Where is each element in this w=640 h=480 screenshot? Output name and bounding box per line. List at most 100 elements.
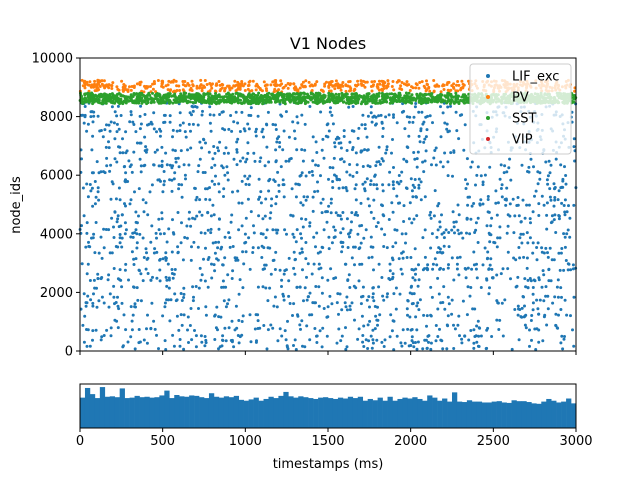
spike-point	[85, 129, 89, 133]
spike-point	[159, 96, 163, 100]
spike-point	[546, 255, 550, 259]
spike-point	[521, 198, 525, 202]
legend-marker	[486, 74, 490, 78]
spike-point	[481, 263, 485, 267]
spike-point	[314, 301, 317, 305]
spike-point	[162, 183, 166, 187]
spike-point	[93, 251, 97, 255]
spike-point	[217, 347, 220, 351]
spike-point	[474, 228, 478, 232]
spike-point	[217, 93, 221, 97]
spike-point	[466, 285, 470, 289]
spike-point	[82, 214, 86, 218]
spike-point	[359, 201, 363, 205]
spike-point	[80, 157, 83, 161]
spike-point	[178, 123, 182, 127]
spike-point	[226, 151, 230, 155]
spike-point	[292, 100, 296, 104]
spike-point	[134, 220, 138, 224]
spike-point	[370, 346, 374, 350]
spike-point	[559, 186, 563, 190]
spike-point	[208, 82, 212, 85]
spike-point	[374, 95, 378, 99]
histogram-bar	[486, 402, 492, 428]
spike-point	[446, 99, 450, 103]
spike-point	[221, 334, 225, 338]
spike-point	[372, 183, 376, 187]
spike-point	[345, 149, 349, 152]
spike-point	[354, 211, 358, 214]
histogram-bar	[169, 398, 175, 428]
spike-point	[300, 113, 304, 117]
spike-point	[429, 313, 433, 317]
spike-point	[90, 83, 94, 87]
spike-point	[171, 231, 175, 235]
spike-point	[299, 232, 303, 236]
spike-point	[167, 98, 171, 102]
spike-point	[392, 187, 396, 191]
spike-point	[109, 197, 113, 201]
spike-point	[82, 121, 86, 125]
spike-point	[490, 267, 494, 271]
spike-point	[162, 113, 166, 117]
legend-label: VIP	[512, 133, 533, 148]
spike-point	[366, 197, 370, 201]
spike-point	[336, 292, 340, 296]
spike-point	[486, 198, 490, 201]
spike-point	[549, 198, 553, 202]
spike-point	[218, 140, 222, 144]
spike-point	[135, 246, 139, 250]
spike-point	[393, 92, 397, 96]
spike-point	[214, 94, 218, 98]
spike-point	[504, 203, 508, 207]
spike-point	[227, 84, 230, 88]
spike-point	[197, 307, 200, 310]
spike-point	[365, 148, 369, 152]
spike-point	[101, 135, 105, 139]
spike-point	[379, 113, 383, 117]
spike-point	[230, 277, 234, 280]
spike-point	[124, 204, 127, 208]
spike-point	[466, 203, 470, 207]
spike-point	[413, 105, 417, 109]
spike-point	[292, 302, 296, 306]
spike-point	[163, 339, 167, 343]
legend-label: SST	[512, 112, 537, 127]
spike-point	[269, 323, 273, 327]
spike-point	[503, 298, 507, 302]
spike-point	[308, 105, 312, 108]
spike-point	[348, 286, 352, 289]
spike-point	[323, 84, 327, 88]
spike-point	[348, 304, 352, 308]
spike-point	[150, 183, 154, 187]
spike-point	[195, 214, 199, 218]
spike-point	[235, 163, 239, 167]
spike-point	[80, 224, 83, 228]
spike-point	[132, 285, 135, 289]
spike-point	[344, 347, 348, 351]
histogram-bar	[541, 401, 547, 428]
spike-point	[367, 256, 371, 260]
spike-point	[169, 88, 173, 92]
spike-point	[139, 299, 143, 303]
spike-point	[240, 80, 244, 83]
spike-point	[450, 98, 454, 102]
spike-point	[212, 213, 216, 217]
spike-point	[171, 164, 175, 168]
spike-point	[219, 315, 223, 319]
spike-point	[192, 240, 196, 244]
spike-point	[243, 89, 247, 92]
spike-point	[315, 334, 318, 338]
spike-point	[435, 83, 439, 87]
legend-label: PV	[512, 91, 529, 106]
spike-point	[291, 314, 294, 317]
spike-point	[280, 82, 284, 86]
histogram-bar	[124, 398, 130, 428]
spike-point	[178, 129, 182, 133]
spike-point	[427, 85, 431, 89]
histogram-bar	[149, 397, 155, 428]
spike-point	[111, 81, 115, 85]
spike-point	[373, 327, 377, 331]
spike-point	[179, 292, 183, 295]
spike-point	[246, 151, 250, 155]
